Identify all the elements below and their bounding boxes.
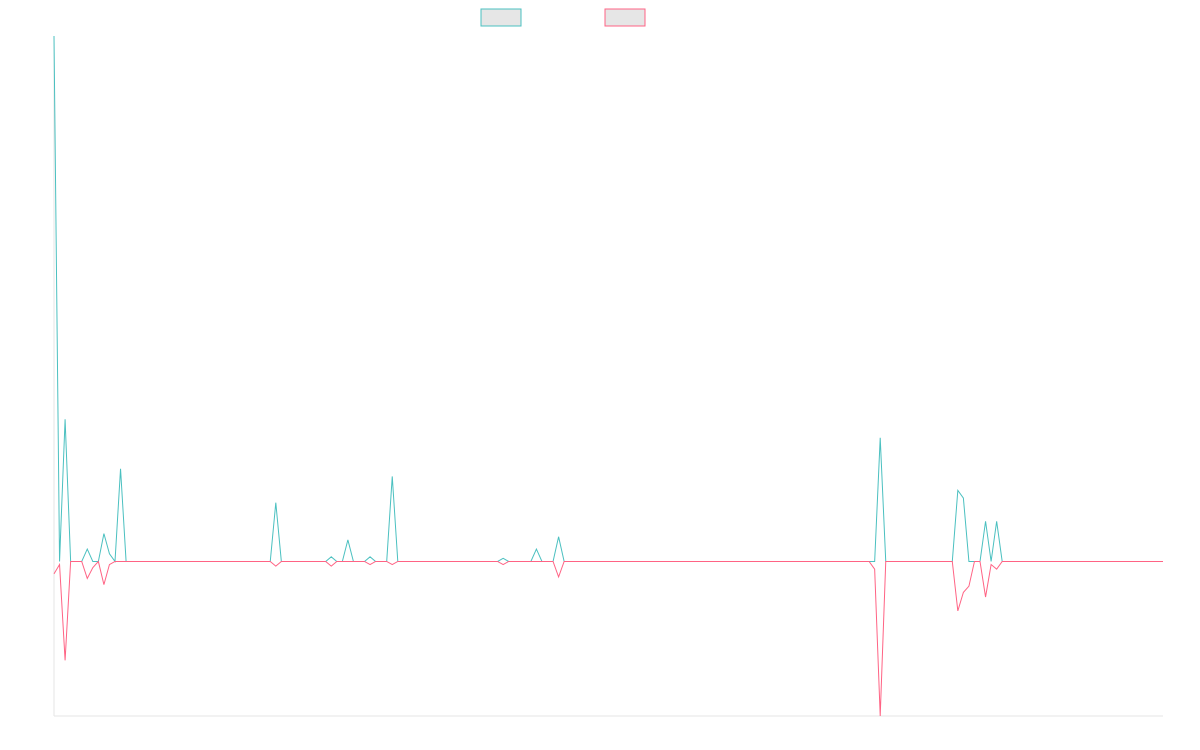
legend-swatch-1[interactable] xyxy=(480,8,522,27)
series-line-1[interactable] xyxy=(53,35,1163,563)
legend xyxy=(480,8,646,27)
legend-swatch-2[interactable] xyxy=(604,8,646,27)
series-line-2[interactable] xyxy=(53,560,1163,717)
axes xyxy=(53,36,1163,717)
series-group xyxy=(53,35,1163,717)
